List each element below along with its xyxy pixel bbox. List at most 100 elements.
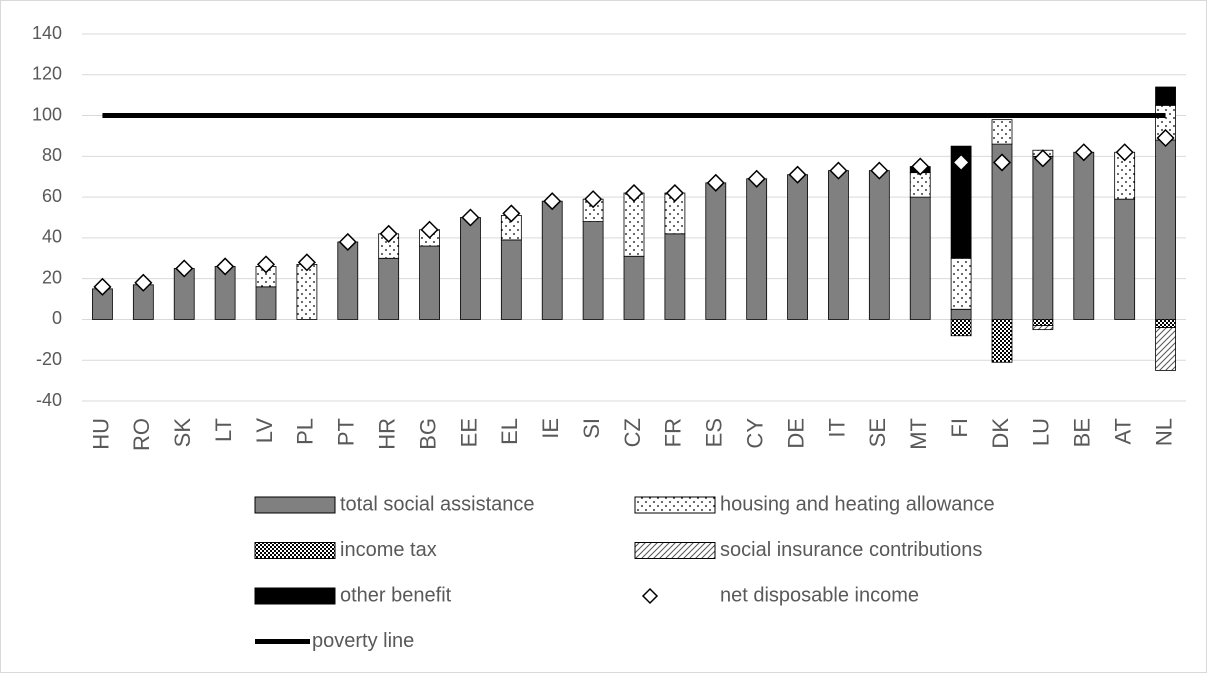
- marker: [134, 273, 153, 292]
- marker: [93, 277, 112, 296]
- marker: [584, 190, 603, 209]
- bar-segment: [705, 182, 727, 320]
- y-tick-label: 40: [42, 227, 62, 247]
- bar-segment: [1073, 151, 1095, 320]
- marker: [461, 208, 480, 227]
- x-tick-label: HR: [374, 418, 399, 450]
- x-tick-label: EE: [456, 418, 481, 447]
- marker: [1074, 143, 1093, 162]
- bar-segment: [419, 245, 440, 320]
- x-tick-label: PL: [293, 418, 318, 445]
- bar-segment: [909, 196, 931, 320]
- bar-segment: [787, 174, 808, 320]
- x-tick-label: NL: [1151, 418, 1176, 446]
- bar-segment: [991, 319, 1013, 363]
- marker: [175, 259, 194, 278]
- bar-segment: [1032, 155, 1054, 320]
- bar-segment: [950, 319, 972, 337]
- x-tick-label: RO: [129, 418, 154, 451]
- marker: [952, 153, 971, 172]
- x-tick-label: FR: [661, 418, 686, 447]
- bar-segment: [378, 257, 400, 320]
- legend-swatch: [254, 542, 336, 559]
- y-tick-label: 100: [32, 104, 62, 124]
- x-tick-label: PT: [334, 418, 359, 446]
- x-tick-label: SK: [170, 418, 195, 448]
- bar-segment: [500, 239, 522, 320]
- bar-segment: [1032, 319, 1054, 326]
- marker: [706, 173, 725, 192]
- y-tick-label: 140: [32, 23, 62, 43]
- marker: [256, 255, 276, 274]
- legend-swatch: [634, 542, 716, 559]
- bar-segment: [664, 233, 686, 320]
- marker: [665, 183, 684, 203]
- bar-segment: [337, 241, 359, 320]
- marker: [379, 224, 398, 243]
- bar-segment: [828, 170, 849, 320]
- x-tick-label: BG: [415, 418, 440, 450]
- y-tick-label: -40: [36, 390, 62, 410]
- legend-swatch: [254, 496, 336, 514]
- legend-swatch: [641, 587, 659, 605]
- legend-swatch: [634, 496, 716, 514]
- marker: [788, 165, 807, 184]
- bar-segment: [950, 145, 972, 259]
- x-tick-label: ES: [702, 418, 727, 447]
- bar-segment: [1114, 198, 1136, 320]
- legend-label: other benefit: [340, 584, 452, 606]
- legend-label: net disposable income: [720, 584, 919, 606]
- bar-segment: [909, 172, 931, 198]
- x-tick-label: SI: [579, 418, 604, 439]
- x-tick-label: LV: [252, 418, 277, 444]
- x-tick-label: EL: [497, 418, 522, 445]
- legend-label: income tax: [340, 539, 437, 561]
- marker: [747, 169, 766, 188]
- legend-label: social insurance contributions: [720, 539, 982, 561]
- marker: [624, 183, 644, 203]
- x-tick-label: SE: [865, 418, 890, 447]
- bar-segment: [255, 286, 277, 320]
- marker: [297, 253, 316, 272]
- legend-swatch: [254, 587, 336, 605]
- bar-segment: [460, 217, 481, 320]
- legend-label: housing and heating allowance: [720, 493, 995, 515]
- x-tick-label: DK: [988, 418, 1013, 449]
- x-tick-label: BE: [1070, 418, 1095, 447]
- marker: [992, 153, 1012, 172]
- bar-segment: [868, 170, 890, 320]
- x-tick-label: LU: [1029, 418, 1054, 446]
- x-tick-label: DE: [783, 418, 808, 449]
- bar-segment: [623, 192, 645, 257]
- x-tick-label: CZ: [620, 418, 645, 447]
- bar-segment: [1155, 86, 1176, 106]
- legend-label: poverty line: [312, 630, 414, 652]
- x-tick-label: FI: [947, 418, 972, 438]
- y-tick-label: 60: [42, 186, 62, 206]
- y-tick-label: 20: [42, 267, 62, 287]
- marker: [502, 204, 521, 223]
- bar-segment: [1155, 327, 1176, 371]
- y-tick-label: 120: [32, 64, 62, 84]
- bar-segment: [991, 119, 1013, 145]
- marker: [216, 257, 235, 276]
- marker: [420, 220, 439, 239]
- bar-segment: [950, 308, 972, 320]
- x-tick-label: CY: [742, 418, 767, 449]
- bar-segment: [623, 255, 645, 320]
- x-tick-label: IE: [538, 418, 563, 439]
- x-tick-label: MT: [906, 418, 931, 450]
- bar-segment: [296, 263, 318, 320]
- marker: [543, 192, 562, 211]
- y-tick-label: 80: [42, 145, 62, 165]
- legend-label: total social assistance: [340, 493, 535, 515]
- marker: [1156, 128, 1175, 148]
- bar-segment: [1155, 319, 1176, 329]
- marker: [911, 157, 930, 176]
- marker: [829, 161, 848, 180]
- bar-segment: [541, 200, 563, 320]
- x-tick-label: IT: [824, 418, 849, 438]
- y-tick-label: 0: [52, 308, 62, 328]
